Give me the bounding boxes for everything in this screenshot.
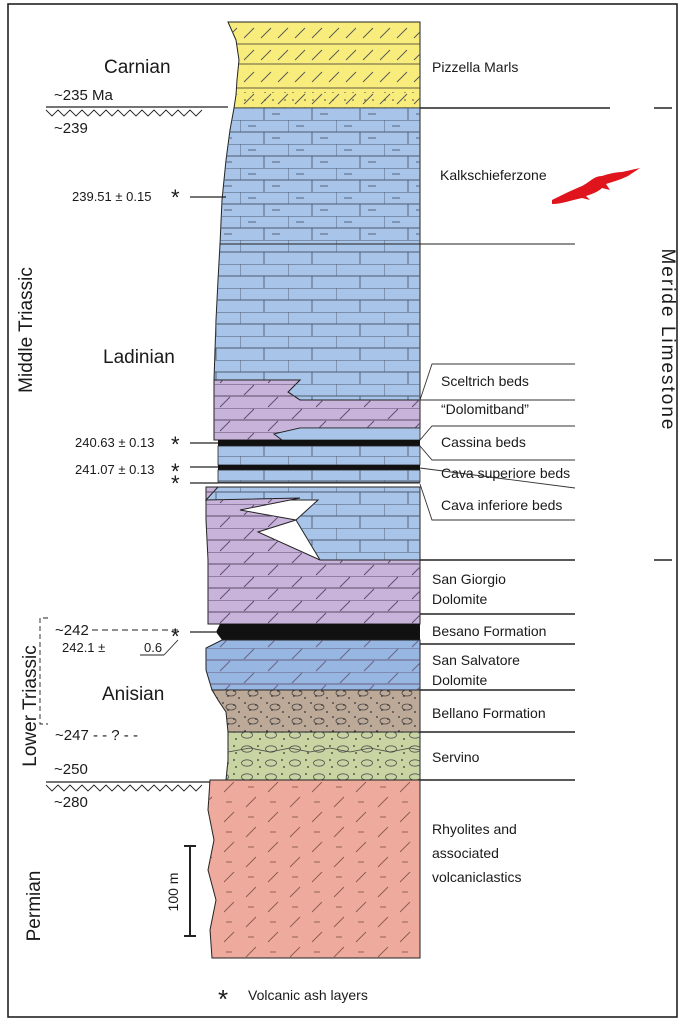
unconformity-235 bbox=[45, 106, 228, 117]
age-239: ~239 bbox=[54, 120, 88, 137]
age-235: ~235 Ma bbox=[54, 87, 113, 104]
layer-cassina-beds bbox=[218, 440, 420, 446]
label-cava-superiore-beds: Cava superiore beds bbox=[441, 465, 570, 481]
label-servino: Servino bbox=[432, 749, 480, 765]
period-middle-triassic: Middle Triassic bbox=[16, 267, 37, 393]
label-cassina-beds: Cassina beds bbox=[441, 434, 526, 450]
label-kalkschieferzone: Kalkschieferzone bbox=[440, 167, 547, 183]
label-cava-inferiore-beds: Cava inferiore beds bbox=[441, 497, 562, 513]
period-ladinian: Ladinian bbox=[103, 347, 175, 368]
label-san-giorgio-2: Dolomite bbox=[432, 591, 487, 607]
layer-cava-inferiore-beds bbox=[218, 482, 420, 488]
label-besano-formation: Besano Formation bbox=[432, 623, 546, 639]
date-242-1-error: 0.6 bbox=[144, 640, 162, 655]
label-rhyolites-1: Rhyolites and bbox=[432, 821, 517, 837]
label-rhyolites-3: volcaniclastics bbox=[432, 869, 521, 885]
unit-boundary-lines bbox=[420, 107, 672, 781]
date-239-51: 239.51 ± 0.15 bbox=[72, 189, 151, 204]
layer-besano-formation bbox=[216, 624, 420, 640]
bed-callout-lines bbox=[419, 363, 576, 521]
date-240-63: 240.63 ± 0.13 bbox=[75, 435, 154, 450]
label-dolomitband: “Dolomitband” bbox=[441, 401, 529, 417]
layer-cava-superiore-beds bbox=[218, 465, 420, 470]
legend-ash-symbol: * bbox=[218, 984, 228, 1014]
scale-bar-label: 100 m bbox=[165, 873, 181, 912]
ash-marker-5: * bbox=[171, 624, 180, 649]
period-lower-triassic: Lower Triassic bbox=[20, 645, 41, 766]
age-280: ~280 bbox=[54, 794, 88, 811]
unconformity-250 bbox=[45, 781, 210, 792]
period-carnian: Carnian bbox=[104, 57, 171, 78]
label-bellano-formation: Bellano Formation bbox=[432, 705, 546, 721]
label-san-salvatore-2: Dolomite bbox=[432, 672, 487, 688]
age-242: ~242 bbox=[55, 622, 89, 639]
formation-meride-limestone: Meride Limestone bbox=[657, 248, 678, 431]
period-anisian: Anisian bbox=[102, 684, 164, 705]
legend-ash-text: Volcanic ash layers bbox=[248, 987, 368, 1003]
date-242-1: 242.1 ± bbox=[62, 640, 105, 655]
label-sceltrich-beds: Sceltrich beds bbox=[441, 373, 529, 389]
age-247: ~247 - - ? - - bbox=[55, 727, 138, 744]
ash-marker-1: * bbox=[171, 185, 180, 210]
layer-pizzella-pattern bbox=[228, 22, 420, 108]
legend: * Volcanic ash layers bbox=[218, 984, 368, 1014]
lower-triassic-bracket bbox=[39, 617, 48, 725]
stratigraphic-column bbox=[204, 21, 421, 959]
reptile-fossil-icon bbox=[552, 168, 640, 204]
outer-frame bbox=[7, 3, 678, 1018]
layer-limestone-tongue bbox=[273, 427, 421, 441]
ash-marker-4: * bbox=[171, 471, 180, 496]
label-rhyolites-2: associated bbox=[432, 845, 499, 861]
ash-marker-3: * bbox=[171, 459, 180, 484]
label-san-giorgio-1: San Giorgio bbox=[432, 571, 506, 587]
age-250: ~250 bbox=[54, 761, 88, 778]
ash-marker-2: * bbox=[171, 432, 180, 457]
period-permian: Permian bbox=[24, 871, 45, 942]
layer-pizzella-dots bbox=[238, 92, 420, 108]
date-241-07: 241.07 ± 0.13 bbox=[75, 462, 154, 477]
label-pizzella-marls: Pizzella Marls bbox=[432, 59, 518, 75]
label-san-salvatore-1: San Salvatore bbox=[432, 652, 520, 668]
scale-bar: 100 m bbox=[165, 845, 196, 937]
